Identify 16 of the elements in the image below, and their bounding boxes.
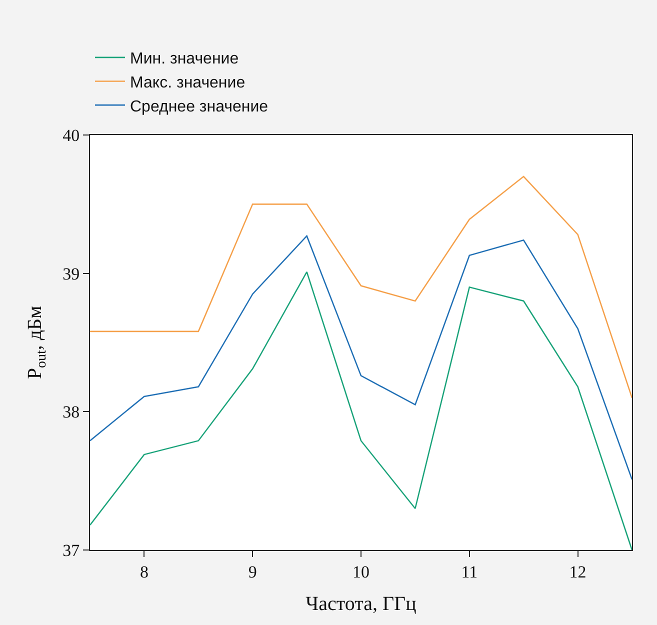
x-tick-label: 9: [248, 562, 257, 582]
legend-label: Мин. значение: [130, 50, 239, 68]
y-tick-label: 38: [62, 402, 80, 422]
line-series: [90, 176, 632, 398]
legend-label: Среднее значение: [130, 98, 268, 116]
x-tick-label: 10: [352, 562, 370, 582]
x-tick-label: 12: [569, 562, 586, 582]
x-axis-title: Частота, ГГц: [306, 592, 417, 615]
x-tick-label: 8: [140, 562, 148, 582]
legend-label: Макс. значение: [130, 74, 246, 92]
y-tick-label: 39: [62, 264, 80, 284]
y-tick-label: 40: [62, 126, 80, 145]
line-series: [90, 235, 632, 480]
y-tick-label: 37: [62, 540, 80, 560]
x-tick-label: 11: [461, 562, 478, 582]
line-series: [90, 271, 632, 550]
